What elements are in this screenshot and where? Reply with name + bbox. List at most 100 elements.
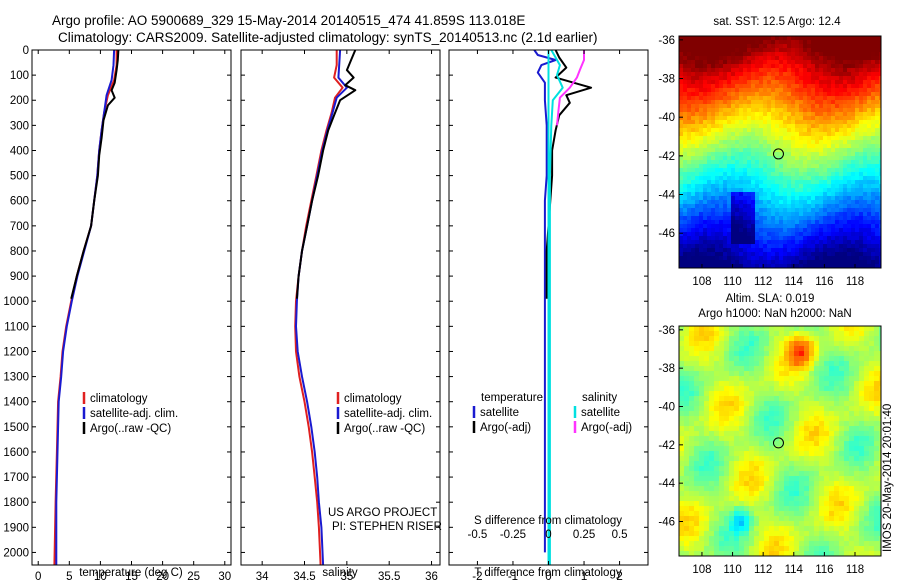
map-cell — [783, 40, 788, 45]
map-cell — [849, 376, 855, 382]
map-cell — [769, 401, 775, 407]
map-cell — [679, 346, 685, 352]
map-cell — [747, 72, 752, 77]
map-cell — [819, 68, 824, 73]
map-cell — [839, 551, 845, 556]
map-cell — [879, 176, 881, 181]
map-cell — [859, 244, 864, 249]
map-cell — [823, 228, 828, 233]
map-cell — [739, 436, 745, 442]
map-cell — [799, 140, 804, 145]
map-cell — [829, 451, 835, 457]
map-cell — [734, 501, 740, 507]
map-cell — [867, 176, 872, 181]
map-cell — [855, 40, 860, 45]
map-cell — [859, 551, 865, 556]
map-cell — [724, 406, 730, 412]
map-cell — [794, 541, 800, 547]
map-cell — [687, 120, 692, 125]
map-cell — [727, 92, 732, 97]
map-cell — [811, 188, 816, 193]
map-cell — [715, 200, 720, 205]
map-cell — [743, 160, 748, 165]
map-cell — [799, 441, 805, 447]
map-cell — [803, 244, 808, 249]
map-cell — [769, 396, 775, 402]
map-cell — [854, 491, 860, 497]
map-cell — [829, 331, 835, 337]
map-cell — [875, 52, 880, 57]
map-cell — [874, 331, 880, 337]
map-cell — [747, 196, 752, 201]
map-cell — [795, 220, 800, 225]
map-cell — [755, 164, 760, 169]
map-cell — [831, 212, 836, 217]
map-cell — [754, 431, 760, 437]
map-cell — [703, 212, 708, 217]
map-cell — [814, 371, 820, 377]
map-cell — [747, 156, 752, 161]
map-cell — [771, 48, 776, 53]
map-cell — [799, 476, 805, 482]
map-cell — [754, 471, 760, 477]
map-cell — [835, 156, 840, 161]
map-cell — [679, 168, 684, 173]
map-cell — [831, 140, 836, 145]
map-cell — [867, 160, 872, 165]
map-cell — [729, 396, 735, 402]
map-cell — [723, 168, 728, 173]
map-cell — [771, 88, 776, 93]
map-cell — [787, 40, 792, 45]
map-cell — [839, 100, 844, 105]
map-cell — [763, 100, 768, 105]
map-cell — [795, 44, 800, 49]
map-cell — [775, 48, 780, 53]
map-cell — [834, 476, 840, 482]
map-cell — [679, 196, 684, 201]
map-cell — [791, 212, 796, 217]
map-cell — [787, 224, 792, 229]
map-cell — [771, 164, 776, 169]
map-cell — [783, 124, 788, 129]
map-cell — [819, 156, 824, 161]
map-cell — [739, 92, 744, 97]
map-cell — [724, 551, 730, 556]
map-cell — [731, 248, 736, 253]
map-cell — [763, 200, 768, 205]
map-cell — [747, 256, 752, 261]
map-cell — [739, 248, 744, 253]
map-cell — [855, 240, 860, 245]
map-cell — [747, 52, 752, 57]
map-cell — [875, 148, 880, 153]
map-cell — [811, 184, 816, 189]
map-cell — [809, 326, 815, 332]
map-cell — [879, 361, 881, 367]
map-cell — [743, 240, 748, 245]
map-cell — [769, 496, 775, 502]
map-cell — [843, 180, 848, 185]
map-cell — [859, 132, 864, 137]
map-cell — [683, 48, 688, 53]
map-cell — [855, 244, 860, 249]
map-cell — [864, 501, 870, 507]
map-cell — [811, 100, 816, 105]
map-cell — [679, 72, 684, 77]
map-cell — [703, 228, 708, 233]
map-cell — [864, 331, 870, 337]
map-cell — [707, 136, 712, 141]
map-cell — [769, 356, 775, 362]
map-cell — [739, 366, 745, 372]
map-cell — [683, 232, 688, 237]
map-cell — [695, 160, 700, 165]
map-cell — [787, 140, 792, 145]
map-cell — [814, 356, 820, 362]
map-cell — [714, 436, 720, 442]
map-cell — [784, 551, 790, 556]
map-cell — [843, 168, 848, 173]
map-cell — [779, 164, 784, 169]
map-cell — [759, 326, 765, 332]
map-cell — [763, 52, 768, 57]
map-cell — [795, 88, 800, 93]
map-cell — [875, 256, 880, 261]
map-cell — [879, 92, 881, 97]
